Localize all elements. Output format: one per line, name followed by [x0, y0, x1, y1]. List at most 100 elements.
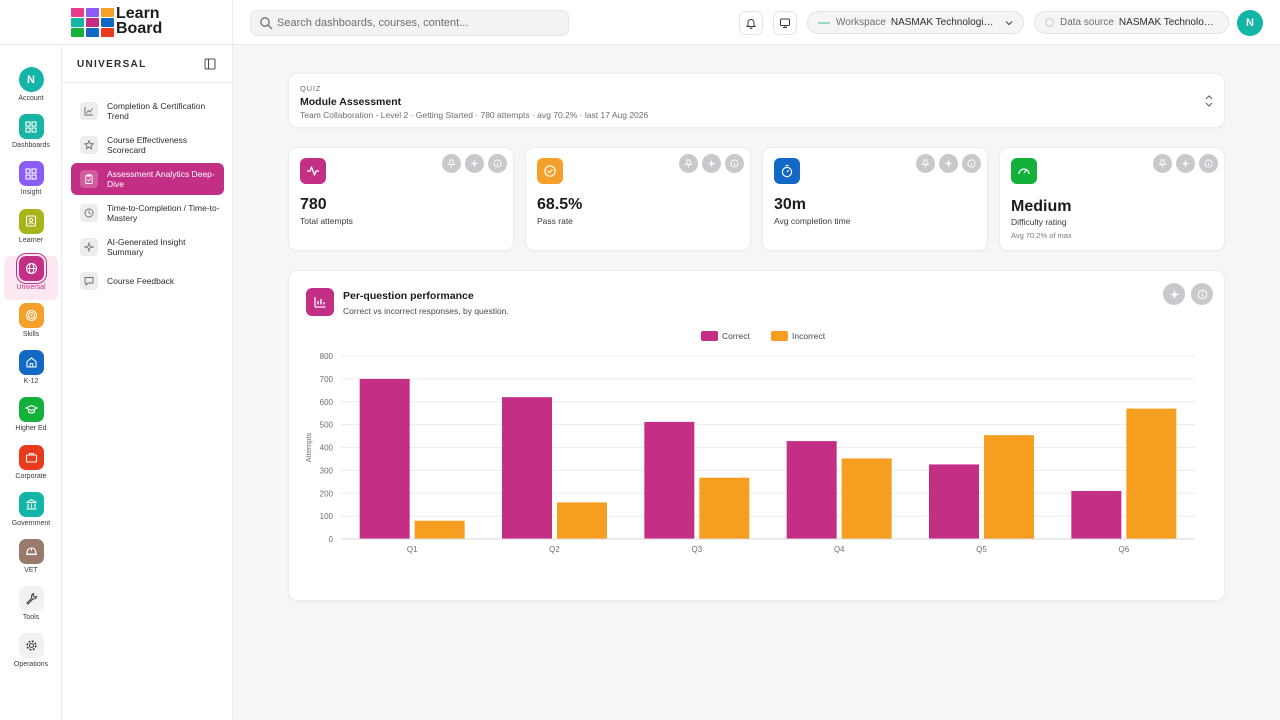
- rail-item-k-12[interactable]: K-12: [4, 350, 58, 394]
- ai-insight-button[interactable]: [1176, 154, 1195, 173]
- nav-item-label: Time-to-Completion / Time-to-Mastery: [107, 202, 220, 224]
- nav-item-course-effectiveness-scorecard[interactable]: Course Effectiveness Scorecard: [71, 129, 224, 161]
- nav-item-label: Completion & Certification Trend: [107, 100, 206, 122]
- rail-item-higher-ed[interactable]: Higher Ed: [4, 397, 58, 441]
- pin-button[interactable]: [1153, 154, 1172, 173]
- pin-button[interactable]: [916, 154, 935, 173]
- nav-item-assessment-analytics-deep-dive[interactable]: Assessment Analytics Deep-Dive: [71, 163, 224, 195]
- ai-insight-button[interactable]: [939, 154, 958, 173]
- chevron-updown-icon[interactable]: [1203, 94, 1215, 108]
- quiz-selector[interactable]: QUIZ Module Assessment Team Collaboratio…: [288, 73, 1225, 128]
- rail-item-insight[interactable]: Insight: [4, 161, 58, 205]
- bar-correct-q6[interactable]: [1071, 490, 1122, 539]
- legend-label[interactable]: Incorrect: [792, 331, 826, 341]
- kpi-label: Difficulty rating: [1011, 217, 1067, 227]
- database-icon: [1045, 18, 1054, 27]
- chart-title: Per-question performance: [343, 290, 474, 302]
- hard-hat-icon: [18, 539, 44, 564]
- chart-subtitle: Correct vs incorrect responses, by quest…: [343, 306, 509, 316]
- info-icon: [730, 159, 739, 168]
- per-question-chart: 0 100 200 300 400 500 600 700 800 Attempts Q1 Q2 Q3 Q…: [304, 331, 1195, 554]
- ai-insight-button[interactable]: [702, 154, 721, 173]
- rail-item-dashboards[interactable]: Dashboards: [4, 114, 58, 158]
- rail-item-government[interactable]: Government: [4, 491, 58, 536]
- target-icon: [18, 303, 44, 328]
- workspace-icon: [818, 21, 830, 24]
- legend-label[interactable]: Correct: [722, 331, 751, 341]
- data-source-label: Data source: [1060, 17, 1114, 28]
- y-tick-label: 500: [320, 421, 334, 430]
- data-source-value: NASMAK Technologies ...: [1118, 17, 1218, 28]
- search-input[interactable]: Search dashboards, courses, content...: [250, 10, 569, 36]
- collapse-sidebar-icon[interactable]: [204, 58, 216, 70]
- bar-incorrect-q1[interactable]: [414, 520, 465, 539]
- rail-item-corporate[interactable]: Corporate: [4, 444, 58, 489]
- nav-item-completion-certification-trend[interactable]: Completion & Certification Trend: [71, 95, 224, 127]
- bar-incorrect-q4[interactable]: [841, 458, 892, 539]
- bar-correct-q4[interactable]: [786, 441, 837, 539]
- y-tick-label: 200: [320, 489, 334, 498]
- workspace-select[interactable]: Workspace NASMAK Technologies Pt...: [807, 11, 1024, 34]
- logo-line-2: Board: [116, 20, 163, 37]
- account-avatar: N: [18, 67, 44, 92]
- grid-icon: [18, 161, 44, 187]
- kpi-actions: [679, 154, 744, 173]
- data-source-select[interactable]: Data source NASMAK Technologies ...: [1034, 11, 1229, 34]
- info-button[interactable]: [725, 154, 744, 173]
- bar-correct-q2[interactable]: [502, 397, 552, 539]
- info-icon: [493, 159, 502, 168]
- rail-item-skills[interactable]: Skills: [4, 303, 58, 347]
- nav-item-time-to-completion-time-to-mastery[interactable]: Time-to-Completion / Time-to-Mastery: [71, 197, 224, 229]
- rail-item-label: Higher Ed: [15, 425, 47, 433]
- rail-item-vet[interactable]: VET: [4, 539, 58, 583]
- chat-icon: [80, 272, 98, 290]
- ai-insight-button[interactable]: [1163, 283, 1185, 305]
- info-button[interactable]: [488, 154, 507, 173]
- bar-incorrect-q6[interactable]: [1126, 408, 1177, 539]
- info-button[interactable]: [1191, 283, 1213, 305]
- pin-button[interactable]: [442, 154, 461, 173]
- logo-icon: [71, 8, 114, 37]
- bar-incorrect-q5[interactable]: [984, 435, 1034, 539]
- nav-item-ai-generated-insight-summary[interactable]: AI-Generated Insight Summary: [71, 231, 224, 263]
- nav-item-label: Course Feedback: [107, 275, 175, 286]
- nav-item-course-feedback[interactable]: Course Feedback: [71, 265, 224, 297]
- id-card-icon: [18, 208, 44, 234]
- rail-item-label: Operations: [13, 661, 49, 669]
- rail-item-operations[interactable]: Operations: [4, 633, 58, 677]
- display-button[interactable]: [773, 11, 797, 35]
- bar-incorrect-q3[interactable]: [699, 477, 750, 539]
- nav-item-label: Assessment Analytics Deep-Dive: [107, 168, 215, 190]
- rail-item-universal[interactable]: Universal: [4, 255, 58, 300]
- user-avatar[interactable]: N: [1237, 10, 1263, 36]
- quiz-eyebrow: QUIZ: [300, 84, 322, 93]
- graduation-cap-icon: [18, 397, 44, 423]
- bar-correct-q5[interactable]: [929, 464, 979, 539]
- school-icon: [18, 350, 44, 376]
- rail-item-account[interactable]: N Account: [4, 67, 58, 111]
- y-tick-label: 0: [329, 535, 334, 544]
- bar-correct-q3[interactable]: [644, 421, 695, 539]
- kpi-value: 780: [300, 196, 327, 213]
- x-tick-label: Q2: [549, 545, 560, 554]
- brand[interactable]: Learn Board: [0, 0, 233, 45]
- bar-incorrect-q2[interactable]: [557, 502, 607, 539]
- rail-item-label: Insight: [20, 189, 42, 197]
- y-tick-label: 700: [320, 375, 334, 384]
- pin-button[interactable]: [679, 154, 698, 173]
- bar-correct-q1[interactable]: [359, 378, 410, 539]
- nav-item-label: AI-Generated Insight Summary: [107, 236, 186, 258]
- ai-insight-button[interactable]: [465, 154, 484, 173]
- legend-swatch: [701, 331, 718, 341]
- gauge-icon: [1011, 158, 1037, 184]
- info-button[interactable]: [962, 154, 981, 173]
- rail-item-learner[interactable]: Learner: [4, 208, 58, 253]
- sparkle-icon: [470, 159, 479, 168]
- info-button[interactable]: [1199, 154, 1218, 173]
- rail-item-tools[interactable]: Tools: [4, 586, 58, 630]
- notifications-button[interactable]: [739, 11, 763, 35]
- section-title: UNIVERSAL: [77, 59, 147, 70]
- kpi-card-total-attempts: 780 Total attempts: [288, 147, 514, 251]
- pin-icon: [447, 159, 456, 168]
- module-rail: N Account Dashboards Insight Learner Universa…: [0, 45, 62, 720]
